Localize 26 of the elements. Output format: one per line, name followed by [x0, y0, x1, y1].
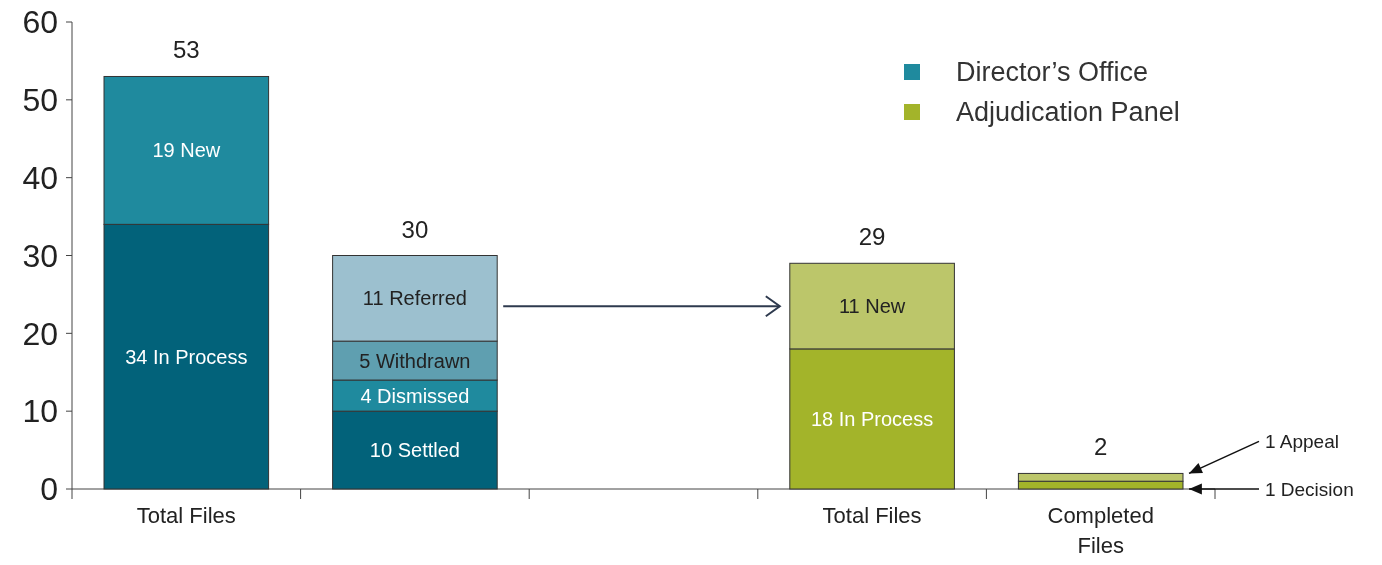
data-label: 11 New [838, 295, 906, 318]
x-tick-label: Total Files [822, 503, 922, 528]
y-tick-label: 0 [40, 471, 58, 508]
y-tick-label: 20 [22, 315, 58, 352]
y-tick-label: 10 [22, 393, 58, 430]
data-label: 5 Withdrawn [359, 349, 471, 372]
total-label: 30 [401, 215, 429, 243]
total-label: 2 [1094, 433, 1108, 461]
text: 1 Appeal [1265, 431, 1339, 453]
total-label: 53 [172, 36, 200, 64]
legend-label: Director’s Office [956, 57, 1149, 88]
data-label: 4 Dismissed [360, 384, 470, 407]
data-label: 34 In Process [125, 345, 248, 368]
x-tick-label: Total Files [136, 503, 236, 528]
y-tick-label: 60 [22, 4, 58, 41]
y-tick-label: 30 [22, 237, 58, 274]
data-label: 19 New [152, 139, 221, 162]
legend-label: Adjudication Panel [956, 97, 1180, 128]
data-label: 11 Referred [362, 287, 467, 310]
text: 1 Decision [1265, 478, 1354, 500]
total-label: 29 [858, 223, 886, 251]
data-label: 18 In Process [810, 407, 934, 430]
data-label: 10 Settled [369, 439, 460, 462]
y-tick-label: 50 [22, 82, 58, 119]
y-tick-label: 40 [22, 159, 58, 196]
x-tick-label: Completed Files [1047, 503, 1154, 558]
